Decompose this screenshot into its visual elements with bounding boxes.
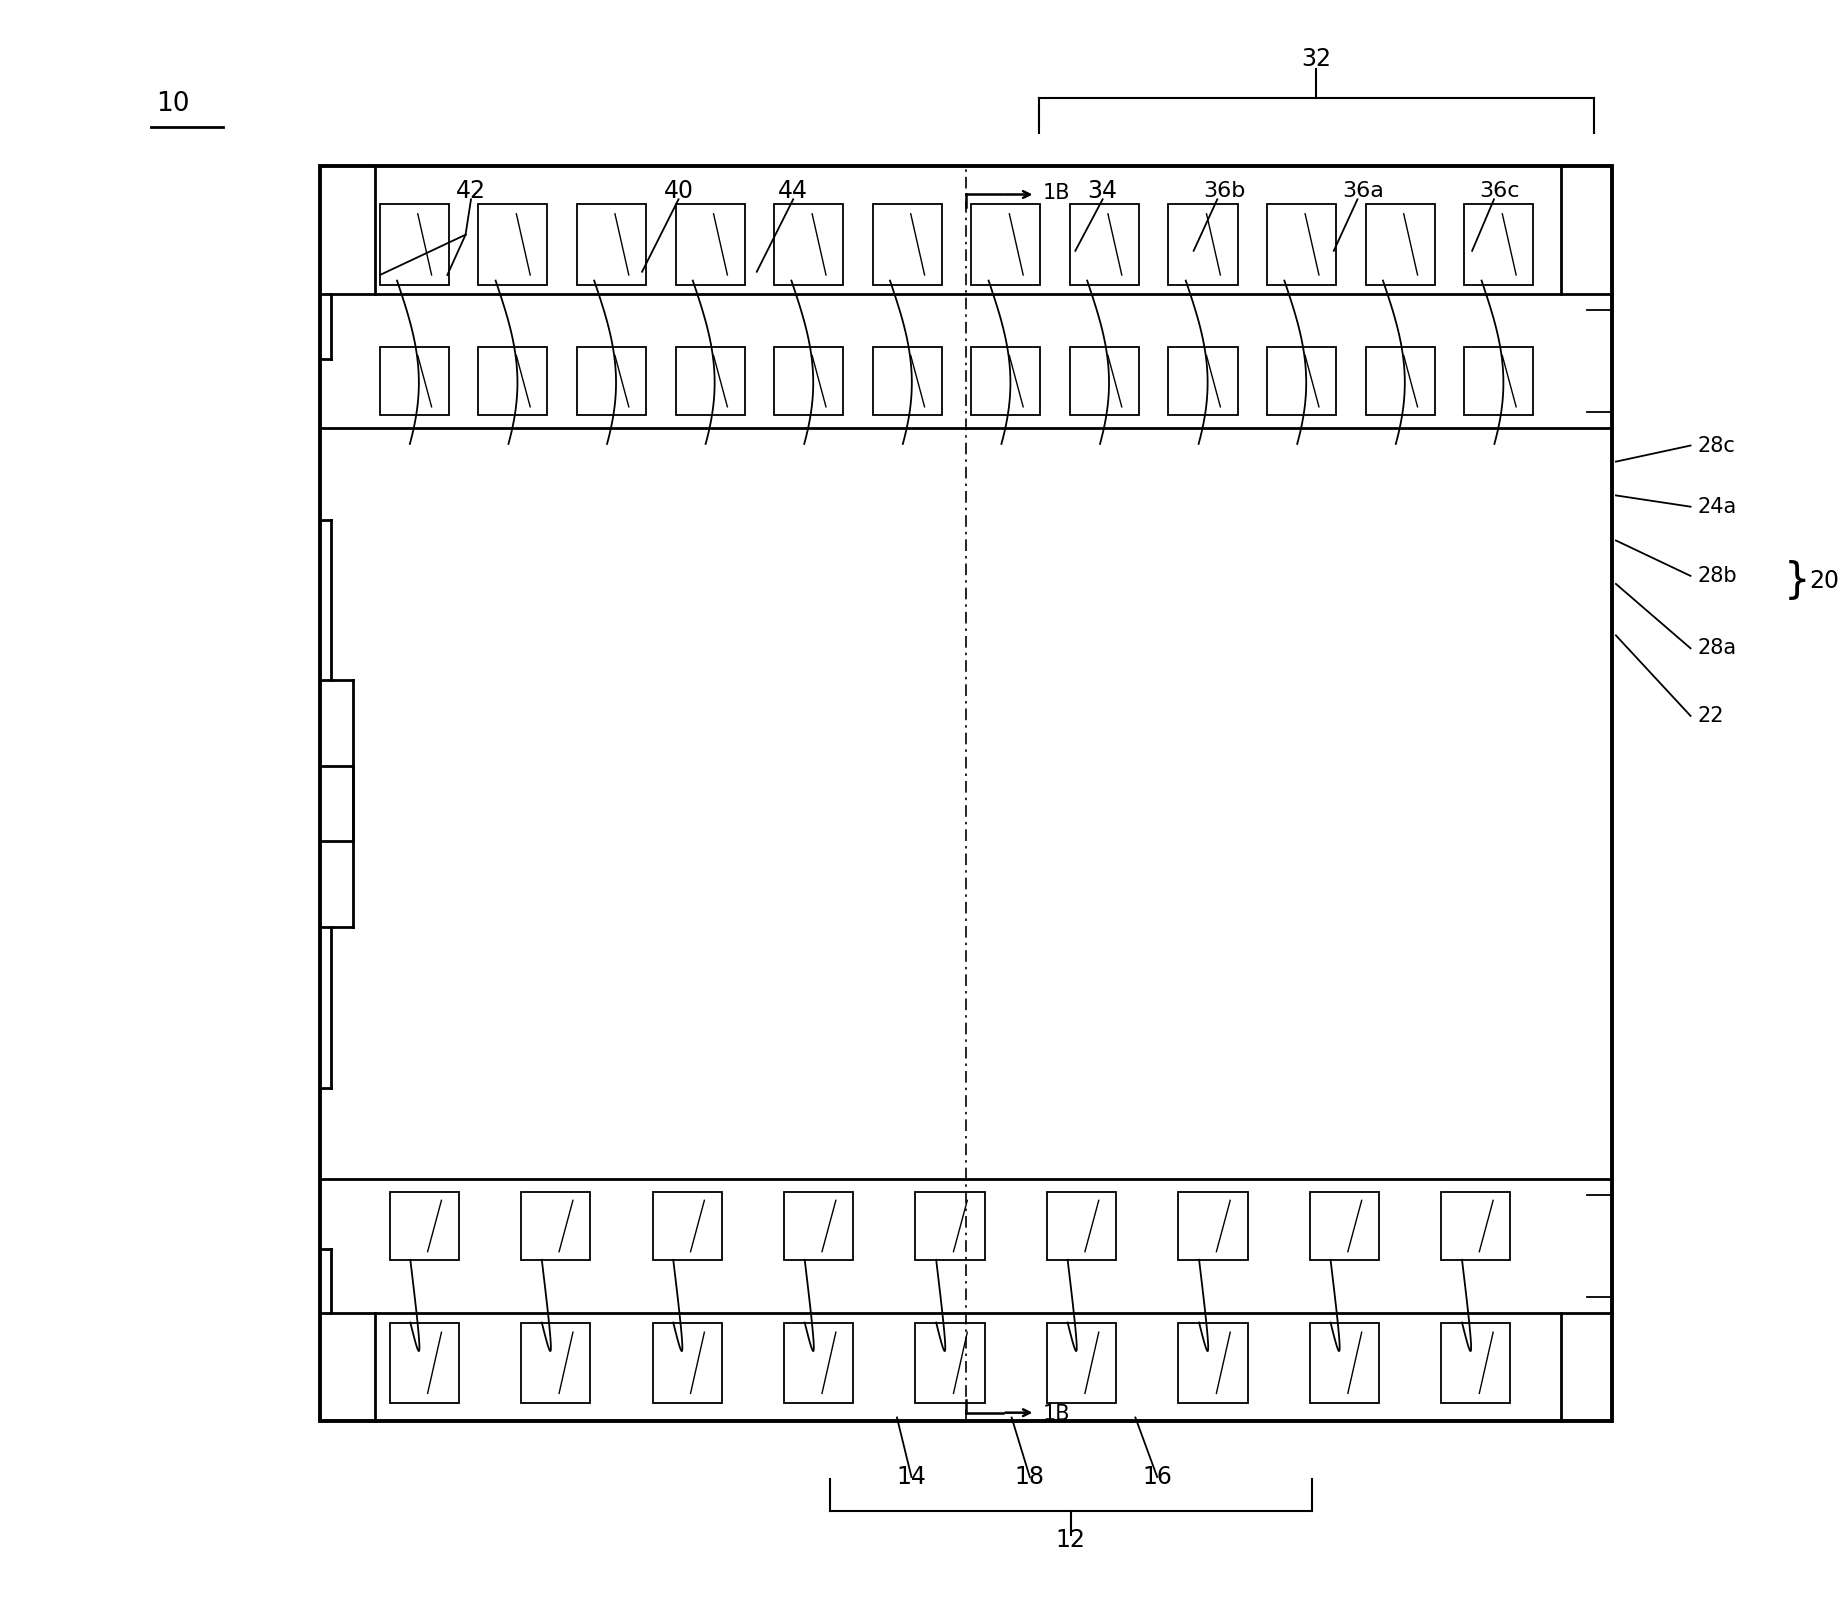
- Bar: [971, 347, 1041, 414]
- Bar: [1178, 1322, 1248, 1402]
- Bar: [1268, 205, 1336, 285]
- Bar: [783, 1193, 853, 1261]
- Bar: [652, 1193, 722, 1261]
- Bar: [1366, 205, 1436, 285]
- Bar: [774, 347, 844, 414]
- Bar: [1071, 347, 1139, 414]
- Bar: [774, 205, 844, 285]
- Bar: [916, 1193, 984, 1261]
- Bar: [577, 347, 647, 414]
- Text: 22: 22: [1697, 706, 1725, 725]
- Bar: [916, 1322, 984, 1402]
- Bar: [479, 205, 547, 285]
- Text: 28b: 28b: [1697, 566, 1738, 585]
- Bar: [577, 205, 647, 285]
- Text: 10: 10: [157, 92, 190, 118]
- Bar: [1465, 205, 1533, 285]
- Bar: [380, 347, 450, 414]
- Bar: [1168, 347, 1238, 414]
- Bar: [971, 205, 1041, 285]
- Text: 24a: 24a: [1697, 496, 1738, 517]
- Bar: [1071, 205, 1139, 285]
- Text: 16: 16: [1143, 1465, 1172, 1489]
- Text: 20: 20: [1808, 569, 1839, 593]
- Text: 40: 40: [663, 179, 693, 203]
- Text: 44: 44: [778, 179, 809, 203]
- Bar: [1268, 347, 1336, 414]
- Text: 32: 32: [1301, 47, 1331, 71]
- Bar: [783, 1322, 853, 1402]
- Bar: [874, 205, 942, 285]
- Bar: [1168, 205, 1238, 285]
- Bar: [676, 205, 745, 285]
- Text: 1B: 1B: [1043, 1404, 1071, 1425]
- Bar: [522, 1322, 590, 1402]
- Bar: [1178, 1193, 1248, 1261]
- Bar: [321, 166, 1613, 1420]
- Text: 12: 12: [1056, 1528, 1086, 1552]
- Bar: [479, 347, 547, 414]
- Text: }: }: [1784, 559, 1810, 601]
- Bar: [1310, 1193, 1379, 1261]
- Text: 1B: 1B: [1043, 182, 1071, 203]
- Text: 28c: 28c: [1697, 435, 1736, 456]
- Text: 34: 34: [1087, 179, 1117, 203]
- Text: 36b: 36b: [1203, 181, 1246, 202]
- Bar: [389, 1193, 459, 1261]
- Bar: [380, 205, 450, 285]
- Bar: [1310, 1322, 1379, 1402]
- Text: 36a: 36a: [1342, 181, 1384, 202]
- Bar: [1441, 1322, 1511, 1402]
- Bar: [1047, 1193, 1117, 1261]
- Bar: [676, 347, 745, 414]
- Bar: [1047, 1322, 1117, 1402]
- Text: 36c: 36c: [1480, 181, 1520, 202]
- Text: 28a: 28a: [1697, 638, 1736, 658]
- Bar: [1465, 347, 1533, 414]
- Bar: [1366, 347, 1436, 414]
- Text: 14: 14: [896, 1465, 927, 1489]
- Text: 42: 42: [455, 179, 487, 203]
- Bar: [389, 1322, 459, 1402]
- Bar: [522, 1193, 590, 1261]
- Bar: [1441, 1193, 1511, 1261]
- Bar: [874, 347, 942, 414]
- Text: 18: 18: [1015, 1465, 1045, 1489]
- Bar: [652, 1322, 722, 1402]
